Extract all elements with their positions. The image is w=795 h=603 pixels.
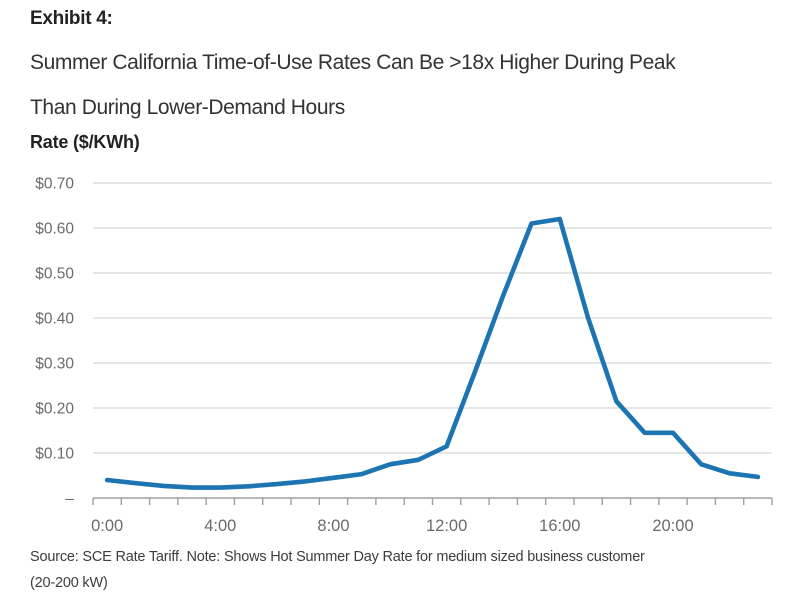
y-axis-title: Rate ($/KWh) — [30, 132, 140, 152]
source-note: Source: SCE Rate Tariff. Note: Shows Hot… — [30, 544, 645, 596]
y-axis-tick-label: – — [65, 491, 74, 508]
exhibit-label: Exhibit 4: — [30, 8, 113, 29]
x-axis-tick-label: 0:00 — [91, 517, 123, 535]
y-axis-tick-label: $0.20 — [35, 401, 74, 418]
x-axis-tick-label: 16:00 — [539, 517, 580, 535]
y-axis-tick-label: $0.50 — [35, 266, 74, 283]
chart-title-line-1: Summer California Time-of-Use Rates Can … — [30, 51, 676, 74]
x-axis-tick-label: 4:00 — [204, 517, 236, 535]
x-axis-tick-label: 8:00 — [317, 517, 349, 535]
source-note-line-2: (20-200 kW) — [30, 575, 108, 591]
y-axis-tick-label: $0.70 — [35, 176, 74, 193]
source-note-line-1: Source: SCE Rate Tariff. Note: Shows Hot… — [30, 549, 645, 565]
chart-title-line-2: Than During Lower-Demand Hours — [30, 96, 345, 119]
rate-line-chart: $0.70 $0.60 $0.50 $0.40 $0.30 $0.20 $0.10 –0:00… — [35, 176, 773, 535]
y-axis-tick-label: $0.40 — [35, 311, 74, 328]
rate-line — [104, 216, 761, 490]
y-axis-tick-label: $0.60 — [35, 221, 74, 238]
x-axis-tick-label: 12:00 — [426, 517, 467, 535]
chart-title: Summer California Time-of-Use Rates Can … — [30, 40, 676, 130]
y-axis-tick-label: $0.30 — [35, 356, 74, 373]
y-axis-tick-label: $0.10 — [35, 446, 74, 463]
x-axis-tick-label: 20:00 — [652, 517, 693, 535]
